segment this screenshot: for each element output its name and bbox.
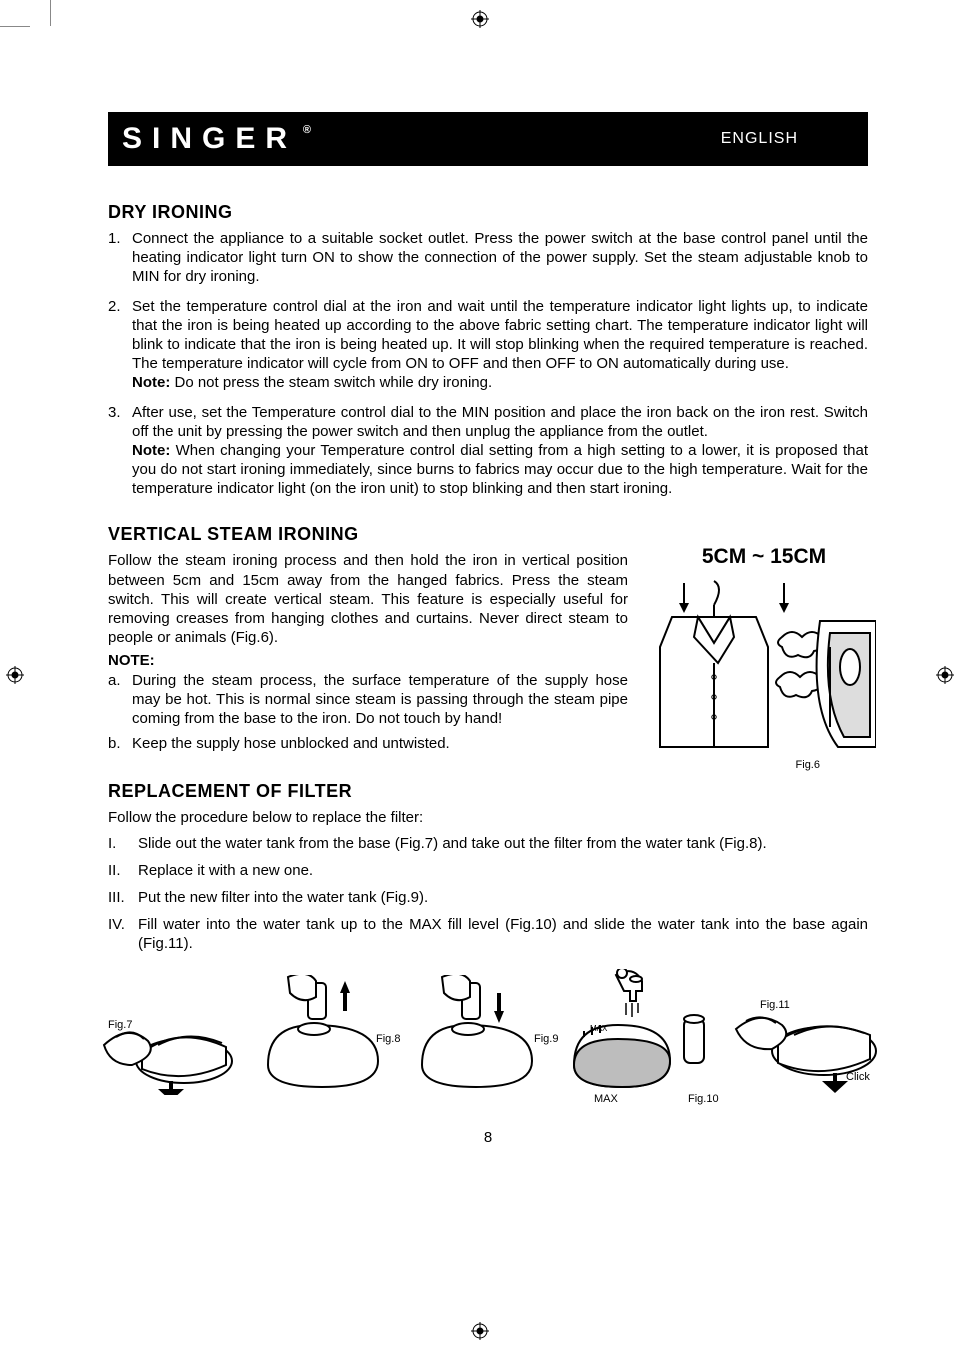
figure-9-illustration [412, 975, 542, 1095]
figure-6-label: Fig.6 [796, 759, 820, 771]
note-text: When changing your Temperature control d… [132, 442, 868, 497]
list-item: III. Put the new filter into the water ta… [108, 888, 868, 907]
list-letter: b. [108, 734, 121, 753]
figure-6-caption: 5CM ~ 15CM [652, 545, 876, 569]
note-label: Note: [132, 374, 170, 391]
list-roman: III. [108, 888, 125, 907]
list-number: 1. [108, 229, 121, 248]
figure-11-label: Fig.11 [760, 999, 790, 1011]
svg-text:MAX: MAX [590, 1024, 608, 1033]
registration-mark-icon [471, 10, 489, 28]
list-text: During the steam process, the surface te… [132, 672, 628, 727]
page-body: SINGER ® ENGLISH DRY IRONING 1. Connect … [0, 0, 960, 1146]
crop-mark [50, 0, 51, 26]
list-item: 1. Connect the appliance to a suitable s… [108, 229, 868, 287]
crop-mark [0, 26, 30, 27]
note-label: Note: [132, 442, 170, 459]
list-item: a. During the steam process, the surface… [108, 671, 628, 729]
section-title-vertical-steam: VERTICAL STEAM IRONING [108, 524, 868, 545]
figure-10-max-label: MAX [594, 1093, 618, 1105]
list-text: Fill water into the water tank up to the… [138, 916, 868, 952]
figure-6: 5CM ~ 15CM [652, 545, 876, 777]
list-text: Replace it with a new one. [138, 862, 313, 879]
list-text: Put the new filter into the water tank (… [138, 889, 428, 906]
list-item: I. Slide out the water tank from the base… [108, 834, 868, 853]
list-number: 2. [108, 297, 121, 316]
figure-row: Fig.7 Fig.8 [108, 975, 868, 1105]
list-text: Set the temperature control dial at the … [132, 298, 868, 373]
list-roman: I. [108, 834, 116, 853]
brand-text: SINGER [122, 122, 297, 155]
vertical-steam-text: Follow the steam ironing process and the… [108, 551, 628, 753]
registered-mark: ® [303, 124, 311, 136]
vertical-steam-body: Follow the steam ironing process and the… [108, 551, 628, 647]
list-text: After use, set the Temperature control d… [132, 404, 868, 440]
vertical-steam-block: Follow the steam ironing process and the… [108, 551, 868, 753]
figure-10-illustration: MAX [566, 969, 716, 1099]
replacement-block: REPLACEMENT OF FILTER Follow the procedu… [108, 781, 868, 1105]
language-label: ENGLISH [721, 130, 798, 148]
registration-mark-icon [936, 666, 954, 684]
figure-10-label: Fig.10 [688, 1093, 719, 1105]
list-text: Slide out the water tank from the base (… [138, 835, 767, 852]
list-item: IV. Fill water into the water tank up to … [108, 915, 868, 953]
registration-mark-icon [6, 666, 24, 684]
note: Note: Do not press the steam switch whil… [132, 374, 492, 391]
replacement-steps: I. Slide out the water tank from the base… [108, 834, 868, 954]
figure-6-illustration [652, 577, 876, 773]
page-number: 8 [108, 1129, 868, 1146]
list-letter: a. [108, 671, 121, 690]
list-text: Keep the supply hose unblocked and untwi… [132, 735, 450, 752]
registration-mark-icon [471, 1322, 489, 1340]
list-number: 3. [108, 403, 121, 422]
dry-ironing-list: 1. Connect the appliance to a suitable s… [108, 229, 868, 498]
list-item: b. Keep the supply hose unblocked and un… [108, 734, 628, 753]
list-text: Connect the appliance to a suitable sock… [132, 230, 868, 285]
list-item: 3. After use, set the Temperature contro… [108, 403, 868, 499]
note: Note: When changing your Temperature con… [132, 442, 868, 497]
figure-7-label: Fig.7 [108, 1019, 132, 1031]
list-roman: IV. [108, 915, 125, 934]
list-item: II. Replace it with a new one. [108, 861, 868, 880]
note-text: Do not press the steam switch while dry … [170, 374, 492, 391]
figure-11-click-label: Click [846, 1071, 870, 1083]
figure-8-label: Fig.8 [376, 1033, 400, 1045]
replacement-lead: Follow the procedure below to replace th… [108, 808, 868, 827]
vertical-steam-notes: a. During the steam process, the surface… [108, 671, 628, 754]
figure-9-label: Fig.9 [534, 1033, 558, 1045]
section-title-replacement: REPLACEMENT OF FILTER [108, 781, 868, 802]
list-item: 2. Set the temperature control dial at t… [108, 297, 868, 393]
brand-logo: SINGER ® [122, 122, 297, 156]
figure-8-illustration [258, 975, 388, 1095]
header-bar: SINGER ® ENGLISH [108, 112, 868, 166]
note-title: NOTE: [108, 651, 628, 670]
list-roman: II. [108, 861, 121, 880]
figure-7-illustration [98, 985, 238, 1095]
section-title-dry-ironing: DRY IRONING [108, 202, 868, 223]
